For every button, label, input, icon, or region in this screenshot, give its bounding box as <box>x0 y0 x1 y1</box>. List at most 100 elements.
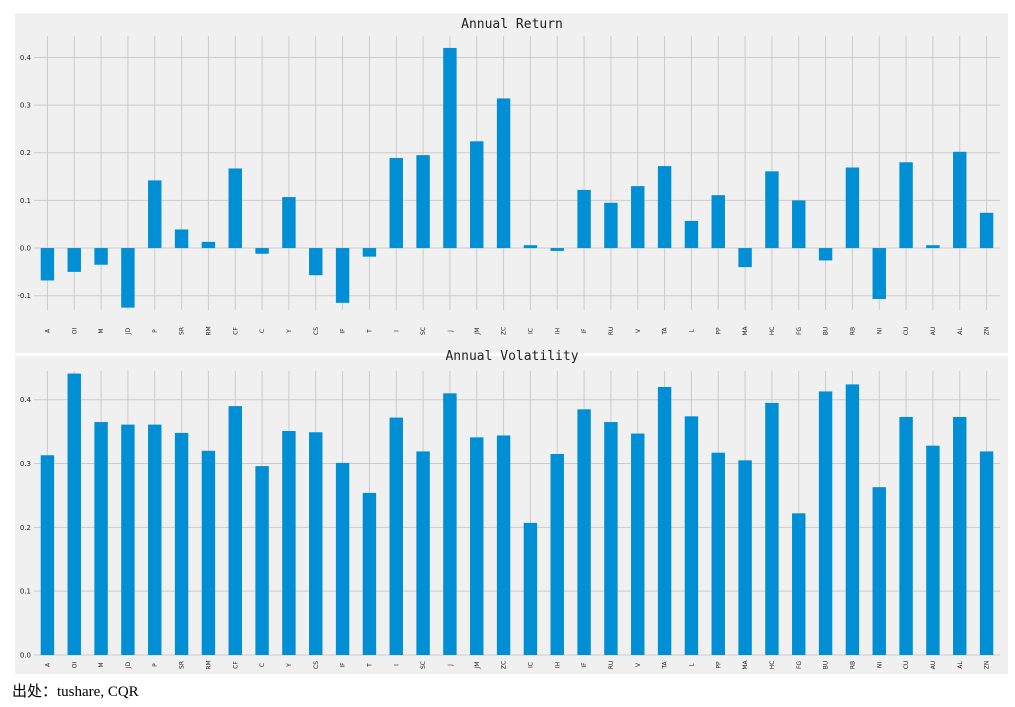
annual-volatility-chart: 0.0 0.1 0.2 0.3 0.4 A OI M JD P SR RM CF C Y CS IF T I SC J J… <box>15 349 1008 674</box>
bar-bu <box>818 391 833 655</box>
bar-al <box>953 416 967 655</box>
x-tick-label: IF <box>340 662 347 668</box>
x-tick-label: OI <box>71 662 78 669</box>
x-tick-label: BU <box>823 661 830 670</box>
bar-hc <box>765 171 779 249</box>
x-tick-label: IC <box>527 328 534 334</box>
x-tick-label: AU <box>930 661 937 670</box>
bar-pp <box>711 452 725 655</box>
bar-ru <box>604 202 618 249</box>
x-tick-label: ZN <box>984 661 991 670</box>
y-tick-label: 0.2 <box>20 524 31 532</box>
y-tick-label: 0.4 <box>20 54 32 62</box>
bar-ic <box>523 245 538 249</box>
x-tick-label: IH <box>554 662 561 668</box>
bar-jd <box>121 424 135 655</box>
source-caption: 出处：tushare, CQR <box>12 684 139 700</box>
x-tick-label: V <box>635 662 642 667</box>
x-tick-label: JM <box>474 662 481 670</box>
bar-ih <box>550 453 564 655</box>
bar-ta <box>657 166 672 249</box>
x-tick-label: C <box>259 329 266 333</box>
y-tick-label: 0.0 <box>20 652 31 660</box>
y-tick-label: 0.0 <box>20 245 31 253</box>
bar-y <box>282 430 296 655</box>
bar-t <box>362 248 377 257</box>
bar-ih <box>550 248 564 251</box>
x-tick-label: A <box>44 328 51 333</box>
x-tick-label: IF <box>581 328 588 334</box>
bar-jm <box>470 437 484 655</box>
bar-i <box>389 157 403 249</box>
x-tick-label: IF <box>581 662 588 668</box>
x-tick-label: IF <box>340 328 347 334</box>
bar-p <box>148 180 162 249</box>
bar-rb <box>845 384 860 655</box>
y-tick-label: 0.1 <box>20 197 31 205</box>
y-tick-label: 0.1 <box>20 588 31 596</box>
bar-ta <box>657 386 672 655</box>
x-tick-label: MA <box>742 659 749 669</box>
x-tick-label: SR <box>179 327 186 335</box>
y-tick-label: 0.2 <box>20 149 31 157</box>
x-tick-label: NI <box>876 328 883 334</box>
x-tick-label: I <box>393 330 400 332</box>
x-tick-label: RB <box>849 661 856 669</box>
x-tick-label: ZC <box>501 327 508 335</box>
x-tick-label: V <box>635 328 642 333</box>
x-tick-label: TA <box>662 660 669 669</box>
bar-jd <box>121 248 135 308</box>
x-tick-label: L <box>688 329 695 333</box>
bar-a <box>40 248 55 281</box>
x-tick-label: CF <box>232 661 239 669</box>
bar-ma <box>738 248 752 268</box>
x-tick-label: JM <box>474 328 481 336</box>
x-tick-label: P <box>152 663 159 667</box>
bar-m <box>94 248 108 265</box>
bar-if <box>577 409 591 655</box>
bar-i <box>389 417 403 655</box>
bar-sc <box>416 155 430 249</box>
x-tick-label: HC <box>769 661 776 670</box>
bar-ic <box>523 522 538 655</box>
x-tick-label: IH <box>554 328 561 334</box>
x-tick-label: RM <box>205 326 212 335</box>
bar-c <box>255 466 269 655</box>
bar-v <box>631 433 645 655</box>
bar-pp <box>711 195 725 249</box>
bar-l <box>684 416 699 655</box>
annual-return-chart: -0.1 0.0 0.1 0.2 0.3 0.4 A OI M JD P SR RM CF C Y CS IF T I… <box>15 13 1008 353</box>
bar-if <box>577 189 591 249</box>
bar-zn <box>979 212 994 249</box>
bar-j <box>443 393 457 655</box>
bar-c <box>255 248 269 254</box>
bar-cu <box>899 162 913 249</box>
bar-if <box>335 248 350 303</box>
y-tick-label: 0.3 <box>20 102 31 110</box>
x-tick-label: PP <box>715 327 722 335</box>
bar-rb <box>845 167 860 249</box>
bar-m <box>94 422 108 655</box>
x-tick-label: M <box>98 328 105 333</box>
plot-background <box>15 13 1008 353</box>
x-tick-label: HC <box>769 327 776 336</box>
x-tick-label: AL <box>957 661 964 669</box>
x-tick-label: CS <box>313 661 320 669</box>
x-tick-label: RM <box>205 660 212 669</box>
x-tick-label: AL <box>957 327 964 335</box>
bar-al <box>953 151 967 249</box>
bar-ni <box>872 487 886 655</box>
bar-a <box>40 455 55 655</box>
bar-t <box>362 492 377 655</box>
x-tick-label: AU <box>930 327 937 336</box>
chart-title: Annual Return <box>461 17 563 32</box>
bar-zc <box>496 435 511 655</box>
bar-cf <box>228 168 242 249</box>
x-tick-label: Y <box>286 663 293 668</box>
x-tick-label: CF <box>232 327 239 335</box>
bar-zc <box>496 98 511 249</box>
x-tick-label: T <box>366 329 373 334</box>
bar-cs <box>309 432 323 655</box>
x-tick-label: SR <box>179 661 186 669</box>
